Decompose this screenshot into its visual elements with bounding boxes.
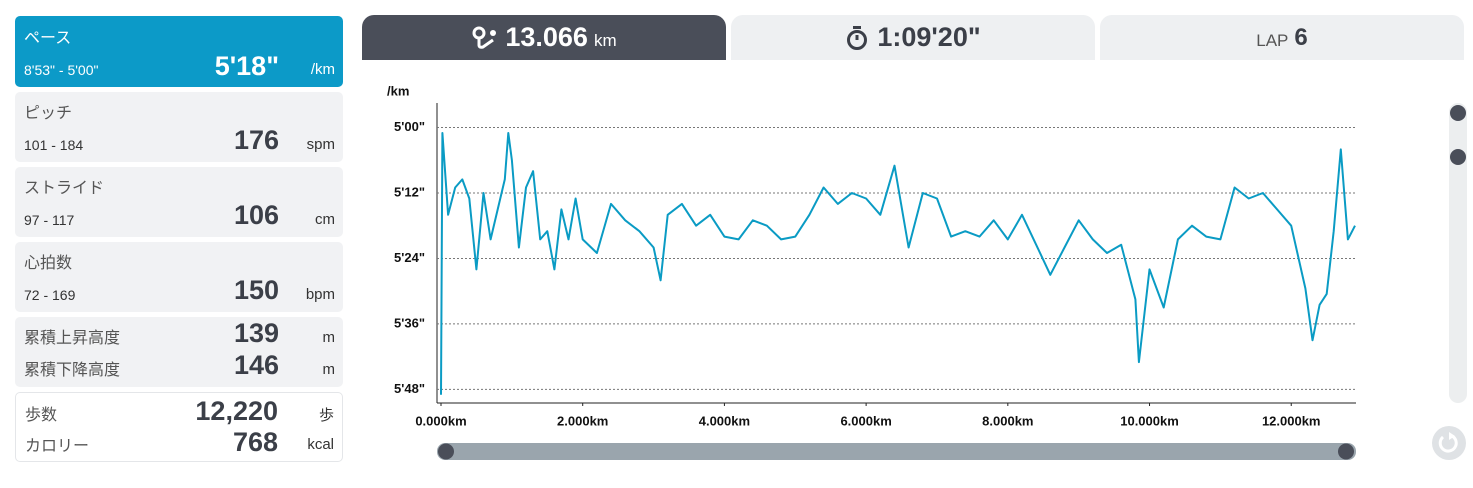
- unit: m: [322, 361, 336, 378]
- stride-panel[interactable]: ストライド 97 - 117 106 cm: [15, 167, 343, 237]
- unit: bpm: [305, 286, 335, 303]
- x-tick-label: 8.000km: [982, 413, 1033, 428]
- label: ストライド: [24, 180, 105, 197]
- pace-line: [440, 132, 1356, 395]
- label: 歩数: [25, 407, 58, 424]
- x-tick-label: 2.000km: [557, 413, 608, 428]
- distance-value: 13.066: [505, 22, 588, 52]
- x-tick-label: 12.000km: [1262, 413, 1321, 428]
- y-tick-label: 5'00": [394, 119, 425, 134]
- label: 累積上昇高度: [24, 330, 121, 347]
- range: 72 - 169: [24, 287, 76, 303]
- range: 8'53" - 5'00": [24, 62, 99, 78]
- value: 139: [233, 318, 279, 348]
- value: 768: [232, 427, 278, 457]
- y-axis-label: /km: [387, 83, 409, 98]
- unit: cm: [315, 211, 335, 228]
- distance-tab[interactable]: 13.066 km: [362, 15, 726, 60]
- zoom-handle[interactable]: [1450, 105, 1466, 121]
- pace-panel[interactable]: ペース 8'53" - 5'00" 5'18" /km: [15, 16, 343, 87]
- lap-value: 6: [1294, 23, 1308, 51]
- elevation-panel[interactable]: 累積上昇高度 139 m 累積下降高度 146 m: [15, 317, 343, 387]
- stopwatch-icon: [847, 25, 868, 50]
- route-icon: [472, 26, 497, 49]
- x-tick-label: 10.000km: [1120, 413, 1179, 428]
- slider-handle[interactable]: [1338, 443, 1354, 460]
- y-tick-label: 5'24": [394, 250, 425, 265]
- value: 146: [233, 350, 279, 380]
- value: 150: [233, 275, 279, 305]
- unit: spm: [306, 136, 335, 153]
- activity-panel: 歩数 12,220 歩 カロリー 768 kcal: [15, 392, 343, 462]
- unit: kcal: [307, 436, 334, 453]
- x-tick-label: 0.000km: [415, 413, 466, 428]
- time-tab[interactable]: 1:09'20": [731, 15, 1095, 60]
- y-tick-label: 5'12": [394, 184, 425, 199]
- pitch-panel[interactable]: ピッチ 101 - 184 176 spm: [15, 92, 343, 162]
- range: 101 - 184: [24, 137, 84, 153]
- label: ピッチ: [24, 105, 73, 122]
- y-tick-label: 5'36": [394, 315, 425, 330]
- distance-unit: km: [593, 30, 617, 50]
- value: 12,220: [195, 396, 278, 426]
- unit: 歩: [318, 407, 334, 424]
- zoom-scrollbar[interactable]: [1449, 103, 1467, 403]
- range-slider[interactable]: [437, 443, 1356, 460]
- label: 累積下降高度: [24, 362, 121, 379]
- x-tick-label: 6.000km: [840, 413, 891, 428]
- value: 5'18": [214, 51, 279, 81]
- range: 97 - 117: [24, 212, 75, 228]
- time-value: 1:09'20": [877, 22, 981, 52]
- value: 176: [233, 125, 279, 155]
- label: 心拍数: [24, 255, 73, 272]
- lap-tab[interactable]: LAP 6: [1100, 15, 1464, 60]
- unit: /km: [310, 61, 335, 78]
- x-tick-label: 4.000km: [699, 413, 750, 428]
- label: カロリー: [25, 438, 90, 455]
- slider-handle[interactable]: [438, 443, 454, 460]
- zoom-handle[interactable]: [1450, 149, 1466, 165]
- label: ペース: [24, 30, 72, 47]
- y-tick-label: 5'48": [394, 381, 425, 396]
- unit: m: [322, 329, 336, 346]
- heart-rate-panel[interactable]: 心拍数 72 - 169 150 bpm: [15, 242, 343, 312]
- lap-label: LAP: [1256, 30, 1289, 50]
- value: 106: [233, 200, 279, 230]
- reset-button[interactable]: [1432, 426, 1466, 460]
